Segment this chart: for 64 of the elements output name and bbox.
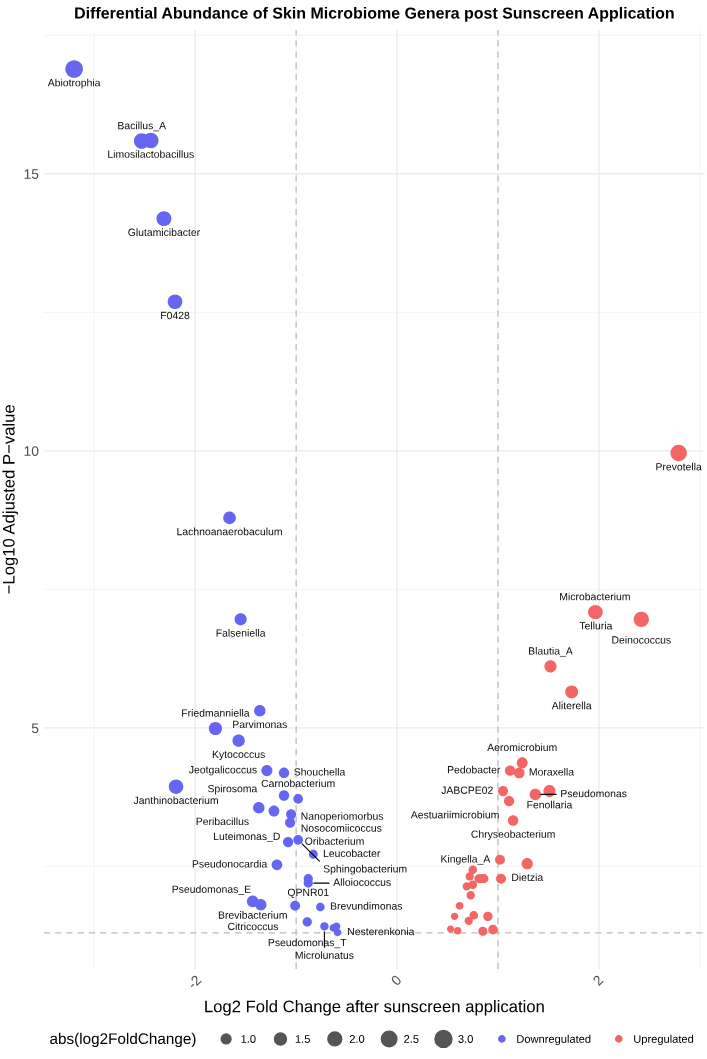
annotation: Carnobacterium xyxy=(261,779,335,788)
legend-label: 3.0 xyxy=(458,1035,473,1043)
x-tick-label: 2 xyxy=(592,974,604,986)
legend-label: 2.0 xyxy=(349,1035,365,1043)
annotation: Brevundimonas xyxy=(330,902,403,910)
annotation: Kytococcus xyxy=(212,750,265,761)
annotation: Janthinobacterium xyxy=(133,796,218,805)
chart-title: Differential Abundance of Skin Microbiome Genera post Sunscreen Application xyxy=(75,6,674,22)
legend-label: 2.5 xyxy=(404,1035,419,1043)
annotation: Telluria xyxy=(579,621,613,630)
annotation: Pseudomonas_E xyxy=(172,885,251,895)
annotation: JABCPE02 xyxy=(441,786,493,794)
annotation: Pseudonocardia xyxy=(192,859,268,868)
annotation: Sphingobacterium xyxy=(323,864,407,875)
x-tick-label: -2 xyxy=(186,974,202,990)
annotation: Pedobacter xyxy=(447,765,501,774)
annotation: Nanoperiomorbus xyxy=(301,812,384,822)
legend-label: Downregulated xyxy=(517,1034,591,1046)
annotation: Moraxella xyxy=(529,767,575,776)
annotation: Citricoccus xyxy=(228,922,279,931)
annotation: Luteimonas_D xyxy=(214,832,280,843)
annotation: F0428 xyxy=(161,311,190,320)
annotation: Dietzia xyxy=(512,873,544,882)
annotation: Nosocomiicoccus xyxy=(301,824,382,832)
annotation: Blautia_A xyxy=(529,646,573,657)
annotation: Spirosoma xyxy=(207,784,258,795)
annotation: Fenollaria xyxy=(527,800,573,809)
annotation: Aestuariimicrobium xyxy=(410,810,499,819)
legend-label: Upregulated xyxy=(634,1034,694,1046)
legend-title: abs(log2FoldChange) xyxy=(50,1032,196,1048)
annotation: Nesterenkonia xyxy=(348,927,415,936)
annotation: Aliterella xyxy=(551,701,592,710)
annotation: Microlunatus xyxy=(295,951,354,959)
annotation: Chryseobacterium xyxy=(471,830,555,840)
y-tick-label: 10 xyxy=(24,446,39,456)
y-tick-label: 5 xyxy=(31,723,39,734)
annotation: Prevotella xyxy=(656,462,702,471)
annotation: Microbacterium xyxy=(560,592,630,601)
annotation: Bacillus_A xyxy=(118,121,167,132)
annotation: Lachnoanaerobaculum xyxy=(177,527,282,536)
annotation: Parvimonas xyxy=(233,720,287,729)
annotation: Aeromicrobium xyxy=(487,743,557,752)
annotation: Alloiococcus xyxy=(333,878,391,886)
annotation: Kingella_A xyxy=(441,854,491,865)
annotation: Glutamicibacter xyxy=(128,228,200,236)
y-axis-title: −Log10 Adjusted P−value xyxy=(2,405,18,594)
annotation: Leucobacter xyxy=(323,849,381,858)
y-tick-label: 15 xyxy=(24,169,39,179)
annotation: Friedmanniella xyxy=(182,709,250,717)
annotation: Oribacterium xyxy=(305,837,364,845)
x-axis-title: Log2 Fold Change after sunscreen application xyxy=(205,1000,544,1016)
annotation: Abiotrophia xyxy=(47,78,101,89)
annotation: Limosilactobacillus xyxy=(108,150,194,158)
legend-label: 1.5 xyxy=(295,1035,310,1043)
legend-label: 1.0 xyxy=(241,1035,256,1043)
x-tick-label: 0 xyxy=(390,974,403,987)
annotation: Falseniella xyxy=(216,629,266,637)
annotation: Deinococcus xyxy=(612,635,671,644)
annotation: QPNR01 xyxy=(287,888,329,898)
annotation: Jeotgalicoccus xyxy=(188,765,257,776)
annotation: Pseudomonas xyxy=(561,789,627,798)
annotation: Shouchella xyxy=(294,767,346,776)
annotation: Peribacillus xyxy=(196,817,249,826)
annotation: Brevibacterium xyxy=(218,911,287,919)
